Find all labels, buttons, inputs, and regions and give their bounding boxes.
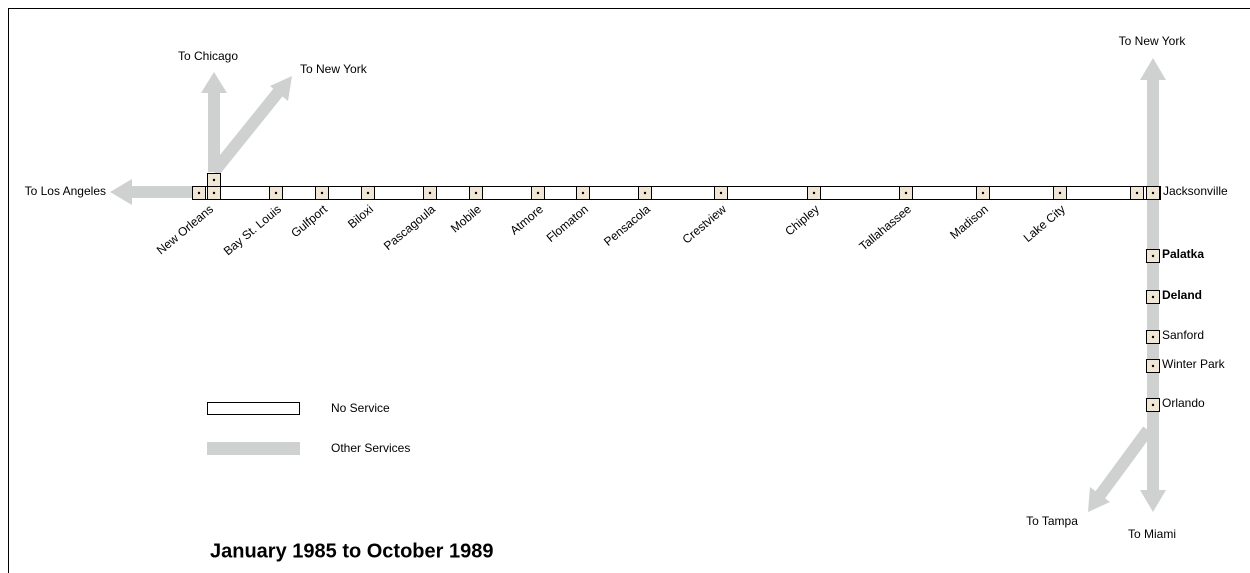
station-dot <box>212 178 216 182</box>
no-service-line <box>192 186 1161 200</box>
station-dot <box>1151 191 1155 195</box>
station-dot <box>1151 403 1155 407</box>
destination-label: To Chicago <box>178 49 238 63</box>
destination-label: To New York <box>1119 34 1187 48</box>
station-label: Biloxi <box>345 202 376 231</box>
station-dot <box>274 191 278 195</box>
station-label: New Orleans <box>154 202 216 257</box>
legend-swatch-other <box>207 442 300 455</box>
other-services <box>110 58 1166 512</box>
legend-swatch-no-service <box>207 402 300 415</box>
station-dot <box>1135 191 1139 195</box>
station-dot <box>1151 295 1155 299</box>
station-label: Deland <box>1162 288 1202 302</box>
destination-label: To Los Angeles <box>25 184 106 198</box>
station-label: Atmore <box>507 202 546 238</box>
title: January 1985 to October 1989 <box>210 540 493 562</box>
station-label: Palatka <box>1162 247 1204 261</box>
station-label: Pascagoula <box>381 202 438 253</box>
station-dot <box>812 191 816 195</box>
station-dot <box>212 191 216 195</box>
stations: New Orleans Bay St. Louis Gulfport Biloxi Pa… <box>154 173 1228 412</box>
station-label: Tallahassee <box>856 202 914 254</box>
station-label: Pensacola <box>601 202 653 249</box>
station-label: Chipley <box>782 202 822 238</box>
station-dot <box>428 191 432 195</box>
station-dot <box>320 191 324 195</box>
station-dot <box>904 191 908 195</box>
destination-label: To Miami <box>1128 527 1176 541</box>
legend-label: Other Services <box>331 441 410 455</box>
legend-label: No Service <box>331 401 390 415</box>
station-dot <box>1151 254 1155 258</box>
destination-label: To New York <box>300 62 368 76</box>
station-label: Gulfport <box>288 202 330 241</box>
station-label: Bay St. Louis <box>221 202 284 258</box>
station-dot <box>981 191 985 195</box>
station-label: Jacksonville <box>1163 184 1228 198</box>
station-label: Mobile <box>448 202 484 236</box>
station-label: Sanford <box>1162 328 1204 342</box>
station-dot <box>474 191 478 195</box>
station-dot <box>1058 191 1062 195</box>
station-dot <box>536 191 540 195</box>
station-dot <box>1151 364 1155 368</box>
station-label: Flomaton <box>544 202 591 245</box>
frame <box>8 8 1250 573</box>
station-label: Winter Park <box>1162 357 1226 371</box>
station-label: Orlando <box>1162 396 1205 410</box>
station-label: Crestview <box>680 202 730 247</box>
station-dot <box>366 191 370 195</box>
station-dot <box>581 191 585 195</box>
station-dot <box>197 191 201 195</box>
station-dot <box>719 191 723 195</box>
destination-label: To Tampa <box>1026 514 1078 528</box>
station-dot <box>1151 335 1155 339</box>
station-label: Madison <box>947 202 991 242</box>
station-dot <box>643 191 647 195</box>
station-label: Lake City <box>1021 202 1068 245</box>
